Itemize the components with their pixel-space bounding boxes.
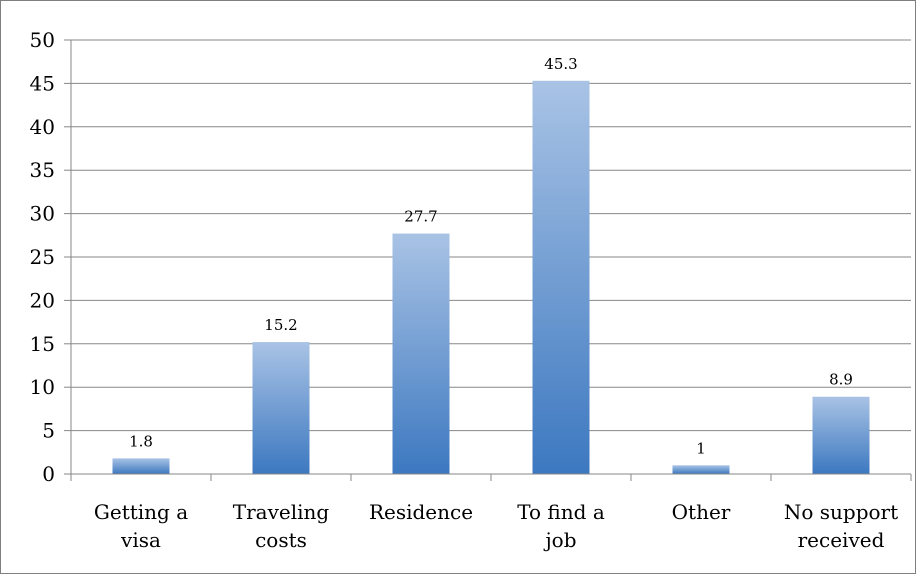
y-tick-label: 50 xyxy=(30,28,55,52)
data-label: 1 xyxy=(696,439,706,457)
data-label: 8.9 xyxy=(829,371,853,389)
y-tick-label: 15 xyxy=(30,332,55,356)
bar xyxy=(532,80,590,475)
x-category-label: Getting a visa xyxy=(94,500,188,552)
x-category-label: Traveling costs xyxy=(233,500,330,552)
x-category-label: To find a job xyxy=(517,500,605,552)
y-tick-label: 20 xyxy=(30,288,55,312)
x-axis-category-labels: Getting a visa Traveling costs Residence To f… xyxy=(94,500,898,552)
y-tick-label: 0 xyxy=(42,462,55,486)
data-label: 15.2 xyxy=(264,316,297,334)
gridlines xyxy=(64,39,911,475)
axes xyxy=(70,40,912,481)
y-tick-label: 5 xyxy=(42,419,55,443)
bar xyxy=(252,342,310,474)
data-label: 45.3 xyxy=(544,55,577,73)
y-tick-label: 30 xyxy=(30,202,55,226)
bar xyxy=(672,465,730,474)
bars xyxy=(112,80,870,475)
x-category-label: Other xyxy=(672,500,731,524)
y-tick-label: 25 xyxy=(30,245,55,269)
x-category-label: No support received xyxy=(784,500,898,552)
y-axis-tick-labels: 0 5 10 15 20 25 30 35 40 45 50 xyxy=(30,28,55,486)
bar xyxy=(812,396,870,474)
y-tick-label: 40 xyxy=(30,115,55,139)
data-label: 1.8 xyxy=(129,432,153,450)
y-tick-label: 35 xyxy=(30,158,55,182)
data-label: 27.7 xyxy=(404,208,437,226)
bar xyxy=(112,458,170,474)
y-tick-label: 45 xyxy=(30,71,55,95)
y-tick-label: 10 xyxy=(30,375,55,399)
x-category-label: Residence xyxy=(369,500,473,524)
bar xyxy=(392,233,450,474)
data-labels: 1.8 15.2 27.7 45.3 1 8.9 xyxy=(129,55,853,458)
